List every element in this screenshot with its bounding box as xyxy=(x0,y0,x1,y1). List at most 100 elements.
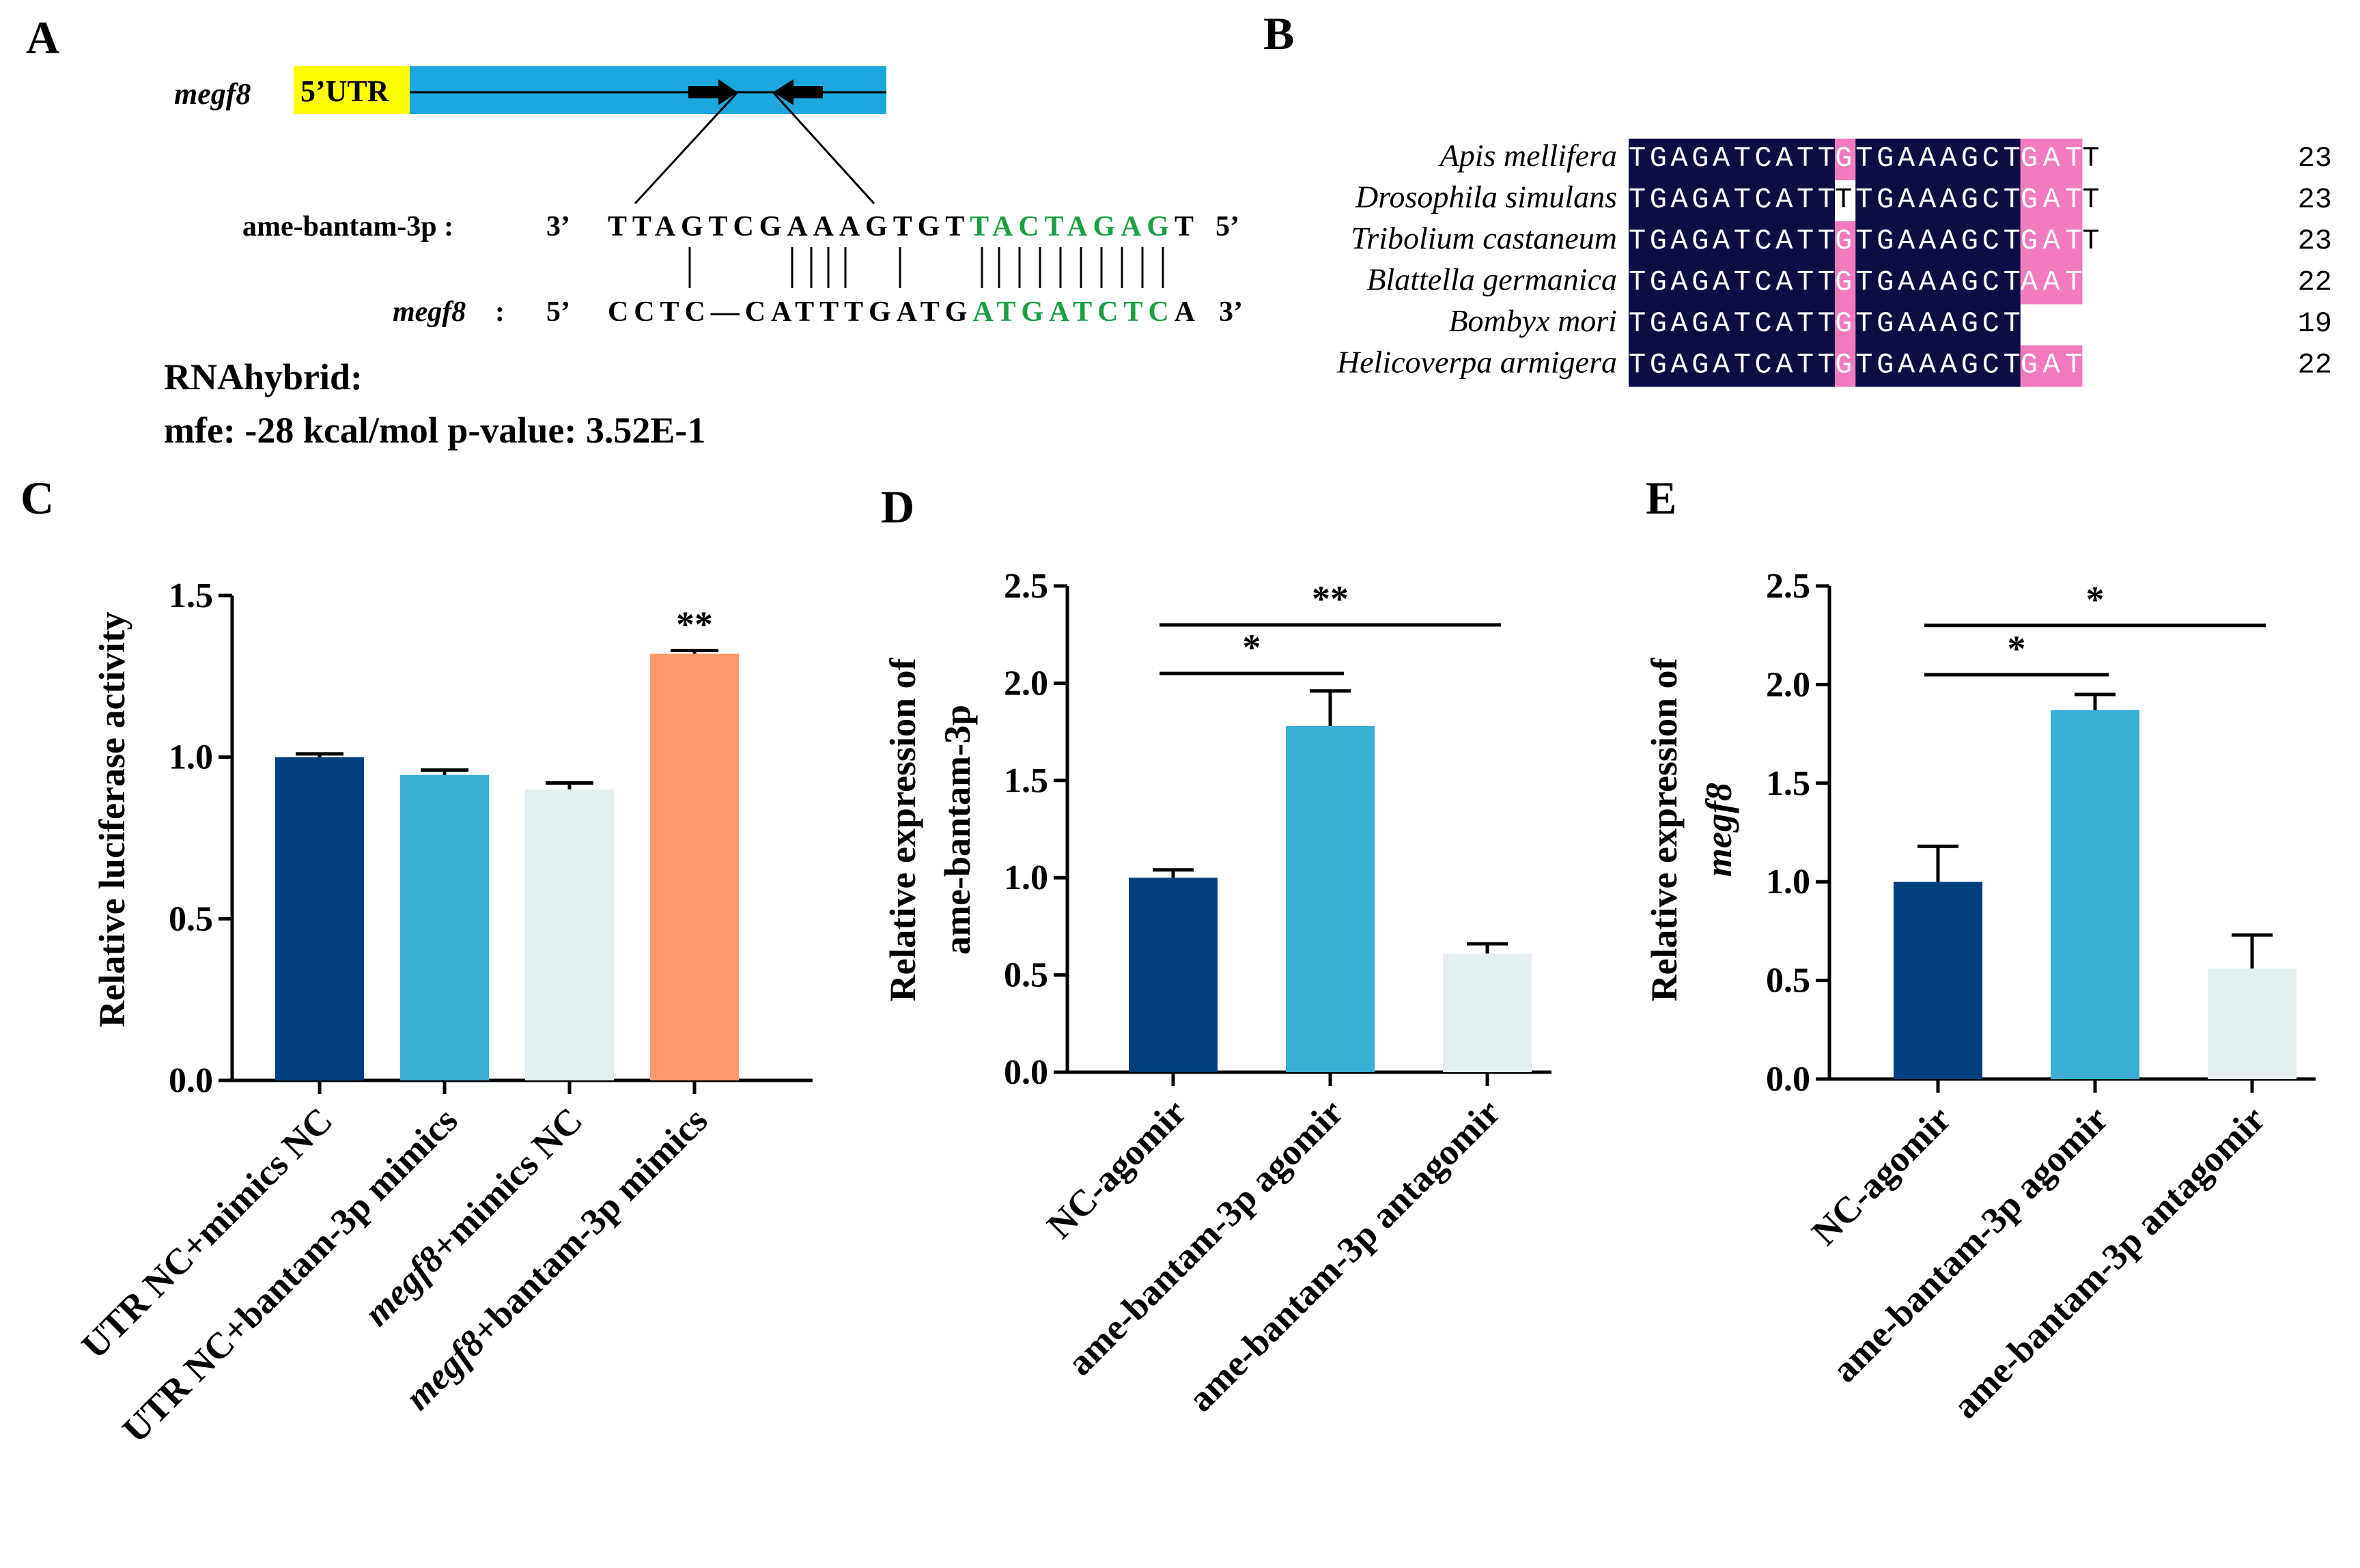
panel-b-letter: B xyxy=(1263,8,1294,59)
y-tick-label: 0.0 xyxy=(1004,1053,1048,1092)
alignment-block xyxy=(2020,180,2083,222)
y-tick-label: 0.5 xyxy=(1004,956,1048,995)
target-end-3: 3’ xyxy=(1219,296,1243,328)
x-tick-label: ame-bantam-3p antagomir xyxy=(1945,1098,2273,1426)
sequence-length: 23 xyxy=(2298,184,2332,216)
alignment-seq: GAT xyxy=(2021,184,2083,216)
x-tick-label: UTR NC+mimics NC xyxy=(74,1100,341,1367)
sequence-length: 19 xyxy=(2298,307,2332,340)
alignment-seq: G xyxy=(1835,142,1852,175)
alignment-block xyxy=(1835,262,1856,305)
panel-e-letter: E xyxy=(1646,472,1676,524)
target-sequence: CCTC—CATTTGATG ATGATCTC A xyxy=(608,296,1196,328)
y-tick-label: 0.5 xyxy=(169,899,213,938)
species-name: Apis mellifera xyxy=(1438,138,1617,173)
y-axis-label: Relative expression of xyxy=(1644,658,1685,1002)
alignment-block xyxy=(1835,221,1856,263)
y-axis-label-line2: megf8 xyxy=(1698,783,1739,877)
panel-c-letter: C xyxy=(20,472,54,524)
mirna-seq-part1: TTAGTCGAAAGTGT xyxy=(608,211,964,242)
x-tick-label: ame-bantam-3p antagomir xyxy=(1180,1091,1508,1419)
mirna-end-3: 3’ xyxy=(546,211,570,242)
panel-e: E 0.0 0.5 1.0 1.5 2.0 2.5 Relative expression … xyxy=(1644,472,2316,1427)
alignment-block xyxy=(1855,345,2021,387)
alignment-block xyxy=(1835,139,1856,180)
reverse-primer-arrow xyxy=(773,79,823,105)
alignment-seq: G xyxy=(1835,266,1852,299)
panel-a: A megf8 5’UTR ame-bantam-3p : 3’ TTAGTCG… xyxy=(26,12,1243,451)
bar xyxy=(1286,726,1375,1072)
chart-d: 0.0 0.5 1.0 1.5 2.0 2.5 Relative expression of… xyxy=(882,567,1551,1420)
alignment-seq: AAT xyxy=(2021,266,2083,299)
y-tick-label: 2.0 xyxy=(1004,664,1048,703)
bar xyxy=(1129,878,1218,1072)
alignment-block xyxy=(1855,304,2021,346)
gene-label: megf8 xyxy=(174,77,251,111)
x-tick-label: ame-bantam-3p agomir xyxy=(1824,1098,2116,1390)
alignment-block xyxy=(1835,345,1856,387)
y-tick-label: 1.0 xyxy=(169,738,213,777)
alignment-block xyxy=(1855,139,2021,180)
species-name: Bombyx mori xyxy=(1448,303,1617,338)
significance-label: * xyxy=(1243,627,1261,668)
panel-b: B Apis mellifera TGAGATCATT G TGAAAGCT GAT T 2… xyxy=(1263,8,2332,387)
significance-label: * xyxy=(2086,579,2105,620)
zoom-line-left xyxy=(634,91,739,205)
y-tick-label: 2.5 xyxy=(1766,567,1810,606)
bar xyxy=(2208,968,2296,1079)
species-name: Helicoverpa armigera xyxy=(1336,345,1617,380)
y-tick-label: 2.0 xyxy=(1766,665,1810,704)
chart-e: 0.0 0.5 1.0 1.5 2.0 2.5 Relative expression of… xyxy=(1644,567,2316,1427)
alignment-block xyxy=(1855,262,2021,305)
target-label: megf8 xyxy=(393,296,466,328)
x-tick-label: NC-agomir xyxy=(1039,1091,1194,1246)
significance-label: * xyxy=(2008,628,2026,669)
bar xyxy=(2051,710,2139,1079)
alignment-block xyxy=(1835,304,1856,346)
alignment-block xyxy=(1629,262,1835,305)
y-tick-label: 0.5 xyxy=(1766,962,1810,1000)
alignment-block xyxy=(1629,304,1835,346)
bar xyxy=(275,757,364,1080)
alignment-block xyxy=(1855,221,2021,263)
sequence-length: 22 xyxy=(2298,349,2332,382)
tool-name: RNAhybrid: xyxy=(164,356,363,397)
utr-region xyxy=(294,66,410,114)
y-axis-label: Relative luciferase activity xyxy=(92,612,132,1028)
bar xyxy=(1443,953,1532,1072)
alignment-seq: T xyxy=(1835,184,1852,216)
alignment-seq: GAT xyxy=(2021,349,2083,382)
alignment-seq: G xyxy=(1835,349,1852,382)
target-end-5: 5’ xyxy=(546,296,570,328)
alignment-seq: G xyxy=(1835,307,1852,340)
species-name: Drosophila simulans xyxy=(1355,180,1617,214)
sequence-length: 23 xyxy=(2298,142,2332,175)
x-tick-label: megf8+mimics NC xyxy=(356,1100,590,1334)
y-tick-label: 1.5 xyxy=(169,576,213,615)
utr-label: 5’UTR xyxy=(300,74,390,108)
bar xyxy=(525,789,614,1080)
alignment-block xyxy=(2020,345,2083,387)
alignment-block xyxy=(2020,221,2083,263)
y-axis-label-line2: ame-bantam-3p xyxy=(937,705,978,955)
x-tick-label: NC-agomir xyxy=(1804,1098,1959,1253)
mirna-seq-part3: T xyxy=(1175,211,1194,242)
zoom-line-right xyxy=(772,91,875,205)
y-tick-label: 0.0 xyxy=(1766,1060,1810,1099)
y-tick-label: 2.5 xyxy=(1004,567,1048,606)
x-tick-label-rest: +bantam-3p mimics xyxy=(464,1100,716,1352)
mirna-sequence: TTAGTCGAAAGTGT TACTAGAG T xyxy=(608,211,1194,242)
mirna-seed: TACTAGAG xyxy=(970,211,1169,242)
alignment-block xyxy=(1629,139,1835,180)
y-tick-label: 0.0 xyxy=(169,1061,213,1100)
alignment-seq: T xyxy=(2082,142,2099,175)
forward-primer-arrow xyxy=(688,79,738,105)
bar xyxy=(400,774,489,1080)
mirna-end-5: 5’ xyxy=(1216,211,1239,242)
y-tick-label: 1.5 xyxy=(1766,764,1810,803)
y-tick-label: 1.5 xyxy=(1004,761,1048,800)
y-axis-label: Relative expression of xyxy=(882,658,923,1002)
alignment-block xyxy=(1629,221,1835,263)
mirna-label: ame-bantam-3p : xyxy=(242,211,453,242)
